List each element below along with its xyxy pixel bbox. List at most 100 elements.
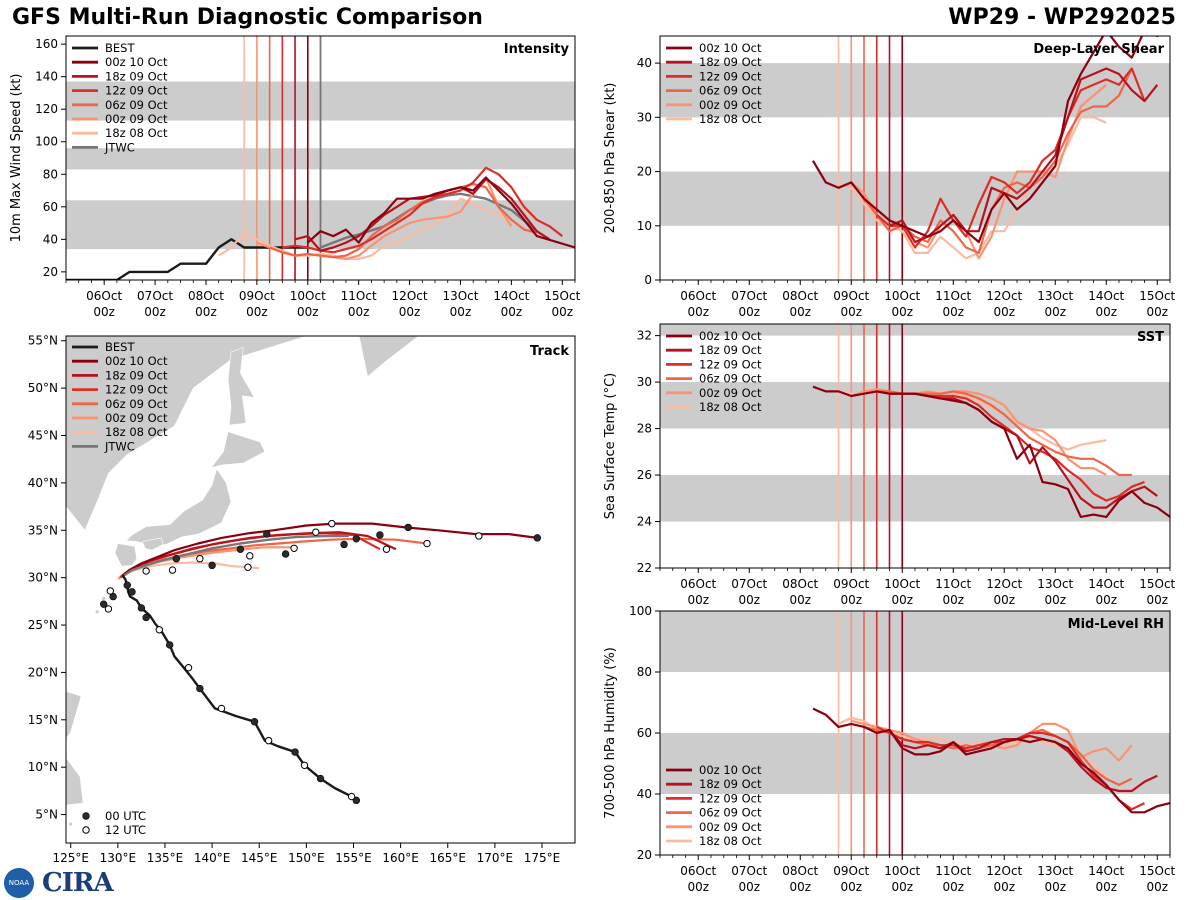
rh-xtick-label: 00z bbox=[1044, 880, 1066, 894]
track-point-12utc bbox=[290, 544, 298, 552]
track-legend-label: 18z 09 Oct bbox=[105, 368, 168, 382]
shear-xtick-label: 13Oct bbox=[1037, 289, 1073, 303]
sst-xtick-label: 00z bbox=[891, 593, 913, 607]
rh-ytick-label: 60 bbox=[637, 726, 652, 740]
track-ytick-label: 25°N bbox=[28, 618, 58, 632]
sst-xtick-label: 00z bbox=[1146, 593, 1168, 607]
intensity-series-2 bbox=[282, 166, 563, 254]
track-point-00utc bbox=[316, 774, 325, 783]
track-best-line bbox=[121, 574, 358, 802]
rh-xtick-label: 00z bbox=[993, 880, 1015, 894]
track-point-12utc bbox=[142, 567, 150, 575]
rh-xtick-label: 14Oct bbox=[1088, 864, 1124, 878]
track-xtick-label: 125°E bbox=[52, 851, 89, 865]
track-legend-label: 00z 09 Oct bbox=[105, 411, 168, 425]
track-point-00utc bbox=[281, 550, 290, 558]
track-ytick-label: 20°N bbox=[28, 665, 58, 679]
intensity-xtick-label: 00z bbox=[450, 305, 472, 319]
sst-xtick-label: 12Oct bbox=[986, 577, 1022, 591]
track-point-00utc bbox=[263, 530, 271, 538]
shear-xtick-label: 00z bbox=[840, 305, 862, 319]
intensity-ytick-label: 80 bbox=[43, 167, 58, 181]
rh-xtick-label: 11Oct bbox=[935, 864, 971, 878]
shear-panel: 06Oct 00z 07Oct 00z 08Oct 00z 09Oct 00z 10Oct 00z… bbox=[603, 35, 1176, 319]
intensity-legend-label: 06z 09 Oct bbox=[105, 98, 168, 112]
shear-xtick-label: 00z bbox=[1095, 305, 1117, 319]
shear-legend-label: 00z 10 Oct bbox=[699, 41, 762, 55]
intensity-legend-label: 18z 09 Oct bbox=[105, 69, 168, 83]
intensity-ytick-label: 20 bbox=[43, 265, 58, 279]
track-point-12utc bbox=[155, 626, 164, 634]
track-frame bbox=[65, 335, 576, 844]
shear-band-0 bbox=[660, 171, 1170, 226]
sst-xtick-label: 14Oct bbox=[1088, 577, 1124, 591]
island-shape bbox=[102, 596, 106, 601]
sst-xtick-label: 15Oct bbox=[1139, 577, 1175, 591]
sst-xtick-label: 11Oct bbox=[935, 577, 971, 591]
track-ytick-label: 45°N bbox=[28, 429, 58, 443]
track-ytick-label: 40°N bbox=[28, 476, 58, 490]
shear-xtick-label: 00z bbox=[942, 305, 964, 319]
shear-xtick-label: 08Oct bbox=[782, 289, 818, 303]
track-title: Track bbox=[530, 344, 569, 359]
sst-xtick-label: 00z bbox=[1095, 593, 1117, 607]
rh-xtick-label: 08Oct bbox=[782, 864, 818, 878]
track-xtick-label: 175°E bbox=[524, 851, 561, 865]
intensity-xtick-label: 15Oct bbox=[544, 289, 580, 303]
intensity-legend-label: 18z 08 Oct bbox=[105, 126, 168, 140]
shear-legend-label: 12z 09 Oct bbox=[699, 69, 762, 83]
sst-frame bbox=[659, 323, 1171, 569]
intensity-ytick-label: 40 bbox=[43, 232, 58, 246]
track-point-00utc bbox=[250, 717, 259, 726]
track-jtwc-line bbox=[122, 534, 349, 577]
track-point-12utc bbox=[168, 566, 177, 574]
island-shape bbox=[169, 532, 173, 536]
rh-xtick-label: 00z bbox=[840, 880, 862, 894]
track-point-12utc bbox=[328, 519, 336, 528]
island-shape bbox=[95, 610, 99, 614]
shear-ytick-label: 10 bbox=[637, 219, 652, 233]
rh-xtick-label: 06Oct bbox=[680, 864, 716, 878]
rh-title: Mid-Level RH bbox=[1068, 617, 1164, 632]
sst-panel: 06Oct 00z 07Oct 00z 08Oct 00z 09Oct 00z 10Oct 00z… bbox=[603, 323, 1176, 607]
track-legend-label: 18z 08 Oct bbox=[105, 425, 168, 439]
intensity-xtick-label: 00z bbox=[195, 305, 217, 319]
sst-xtick-label: 00z bbox=[687, 593, 709, 607]
rh-legend-label: 00z 09 Oct bbox=[699, 820, 762, 834]
shear-xtick-label: 00z bbox=[789, 305, 811, 319]
shear-title: Deep-Layer Shear bbox=[1033, 42, 1164, 57]
shear-ytick-label: 30 bbox=[637, 110, 652, 124]
rh-xtick-label: 09Oct bbox=[833, 864, 869, 878]
track-xtick-label: 170°E bbox=[477, 851, 514, 865]
shear-xtick-label: 14Oct bbox=[1088, 289, 1124, 303]
shear-xtick-label: 00z bbox=[738, 305, 760, 319]
track-plot-area bbox=[66, 336, 541, 826]
shear-xtick-label: 07Oct bbox=[731, 289, 767, 303]
rh-legend-label: 12z 09 Oct bbox=[699, 791, 762, 805]
track-point-12utc bbox=[382, 545, 391, 553]
intensity-legend-label: JTWC bbox=[104, 140, 135, 154]
shear-ylabel: 200-850 hPa Shear (kt) bbox=[603, 83, 618, 234]
shear-frame bbox=[659, 35, 1171, 281]
track-xtick-label: 150°E bbox=[288, 851, 325, 865]
sst-xtick-label: 10Oct bbox=[884, 577, 920, 591]
shear-xtick-label: 00z bbox=[993, 305, 1015, 319]
sst-legend-label: 00z 09 Oct bbox=[699, 386, 762, 400]
track-ytick-label: 30°N bbox=[28, 571, 58, 585]
rh-xtick-label: 00z bbox=[738, 880, 760, 894]
sst-xtick-label: 00z bbox=[1044, 593, 1066, 607]
intensity-ytick-label: 160 bbox=[35, 37, 58, 51]
intensity-xtick-label: 00z bbox=[501, 305, 523, 319]
shear-ytick-label: 0 bbox=[644, 273, 652, 287]
track-point-00utc bbox=[137, 604, 146, 612]
intensity-ytick-label: 140 bbox=[35, 70, 58, 84]
sst-xtick-label: 09Oct bbox=[833, 577, 869, 591]
intensity-best-line bbox=[66, 238, 308, 280]
shear-legend-label: 00z 09 Oct bbox=[699, 98, 762, 112]
track-point-00utc bbox=[208, 561, 216, 570]
shear-xtick-label: 06Oct bbox=[680, 289, 716, 303]
intensity-legend-label: 00z 09 Oct bbox=[105, 112, 168, 126]
rh-panel: 06Oct 00z 07Oct 00z 08Oct 00z 09Oct 00z 10Oct 00z… bbox=[603, 604, 1176, 894]
track-point-12utc bbox=[300, 761, 309, 769]
track-series-0 bbox=[122, 522, 538, 576]
